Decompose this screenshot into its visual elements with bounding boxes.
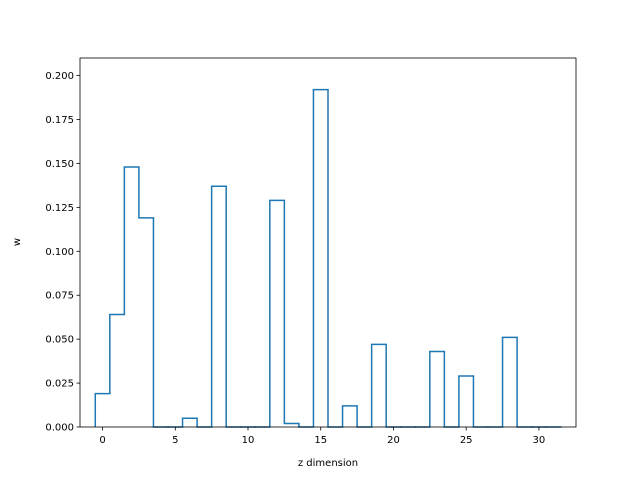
x-tick-label: 5 bbox=[172, 435, 178, 446]
x-tick-label: 0 bbox=[99, 435, 105, 446]
y-axis-label: w bbox=[12, 238, 23, 246]
y-tick-label: 0.200 bbox=[45, 71, 74, 82]
y-tick-label: 0.175 bbox=[45, 115, 74, 126]
y-tick-label: 0.025 bbox=[45, 379, 74, 390]
y-tick-label: 0.000 bbox=[45, 423, 74, 434]
y-tick-label: 0.150 bbox=[45, 159, 74, 170]
y-tick-label: 0.100 bbox=[45, 247, 74, 258]
x-axis-label: z dimension bbox=[298, 458, 358, 469]
x-tick-label: 30 bbox=[533, 435, 546, 446]
x-tick-label: 10 bbox=[242, 435, 255, 446]
axes-frame bbox=[79, 57, 577, 428]
y-tick-label: 0.125 bbox=[45, 203, 74, 214]
y-tick-label: 0.050 bbox=[45, 335, 74, 346]
y-tick-label: 0.075 bbox=[45, 291, 74, 302]
x-tick-label: 15 bbox=[314, 435, 327, 446]
x-tick-label: 25 bbox=[460, 435, 473, 446]
axes: 0 5 10 15 20 25 30 0.000 0.025 0.050 0.075 0.100 0.1… bbox=[45, 57, 577, 446]
x-tick-label: 20 bbox=[387, 435, 400, 446]
